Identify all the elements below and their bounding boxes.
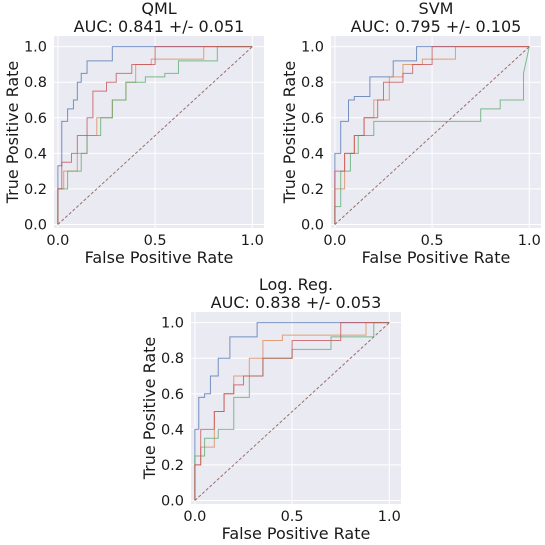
x-tick-label: 0.0: [183, 509, 206, 525]
y-tick-label: 0.0: [24, 217, 47, 233]
x-axis-label: False Positive Rate: [222, 524, 371, 543]
y-tick-label: 0.0: [161, 493, 184, 509]
y-tick-label: 0.6: [24, 111, 47, 127]
roc-curve-1: [194, 322, 390, 501]
y-axis-label: True Positive Rate: [3, 61, 22, 205]
roc-curve-3: [334, 46, 530, 225]
x-tick-label: 0.5: [281, 509, 304, 525]
x-tick-label: 1.0: [378, 509, 401, 525]
chance-diagonal-line: [334, 46, 530, 225]
chart-subtitle: AUC: 0.838 +/- 0.053: [211, 293, 382, 312]
y-tick-label: 0.2: [301, 182, 324, 198]
y-tick-label: 1.0: [161, 316, 184, 332]
x-tick-label: 1.0: [241, 233, 264, 249]
roc-curve-4: [194, 322, 390, 501]
y-tick-label: 0.0: [301, 217, 324, 233]
chart-subtitle: AUC: 0.841 +/- 0.051: [74, 17, 245, 36]
chance-diagonal-line: [57, 46, 253, 225]
roc-curve-1: [57, 46, 253, 225]
y-tick-label: 0.8: [301, 75, 324, 91]
y-axis-label: True Positive Rate: [280, 61, 299, 205]
y-tick-label: 0.2: [24, 182, 47, 198]
roc-curve-4: [57, 46, 253, 225]
y-tick-label: 1.0: [301, 40, 324, 56]
y-tick-label: 0.4: [24, 146, 47, 162]
x-tick-label: 0.5: [144, 233, 167, 249]
roc-curve-4: [334, 46, 530, 225]
x-tick-label: 0.0: [46, 233, 69, 249]
y-tick-label: 0.8: [161, 351, 184, 367]
chance-diagonal-line: [194, 322, 390, 501]
y-tick-label: 0.6: [301, 111, 324, 127]
chart-panel-2: 0.0 0.5 1.0 0.0 0.2 0.4 0.6 0.8 1.0 False Positiv…: [280, 0, 541, 267]
chart-title: QML: [141, 0, 176, 18]
chart-subtitle: AUC: 0.795 +/- 0.105: [351, 17, 522, 36]
y-tick-label: 0.4: [161, 422, 184, 438]
roc-curve-1: [334, 46, 530, 225]
chart-title: SVM: [419, 0, 454, 18]
y-tick-label: 1.0: [24, 40, 47, 56]
y-axis-label: True Positive Rate: [140, 337, 159, 481]
y-tick-label: 0.2: [161, 458, 184, 474]
roc-curve-3: [57, 46, 253, 225]
x-axis-label: False Positive Rate: [362, 248, 511, 267]
chart-panel-1: 0.0 0.5 1.0 0.0 0.2 0.4 0.6 0.8 1.0 False Positiv…: [3, 0, 264, 267]
y-tick-label: 0.6: [161, 387, 184, 403]
y-tick-label: 0.8: [24, 75, 47, 91]
chart-title: Log. Reg.: [259, 275, 333, 294]
x-tick-label: 0.5: [421, 233, 444, 249]
x-tick-label: 1.0: [518, 233, 541, 249]
x-tick-label: 0.0: [323, 233, 346, 249]
y-tick-label: 0.4: [301, 146, 324, 162]
chart-panel-3: 0.0 0.5 1.0 0.0 0.2 0.4 0.6 0.8 1.0 False Positiv…: [140, 275, 401, 543]
x-axis-label: False Positive Rate: [85, 248, 234, 267]
